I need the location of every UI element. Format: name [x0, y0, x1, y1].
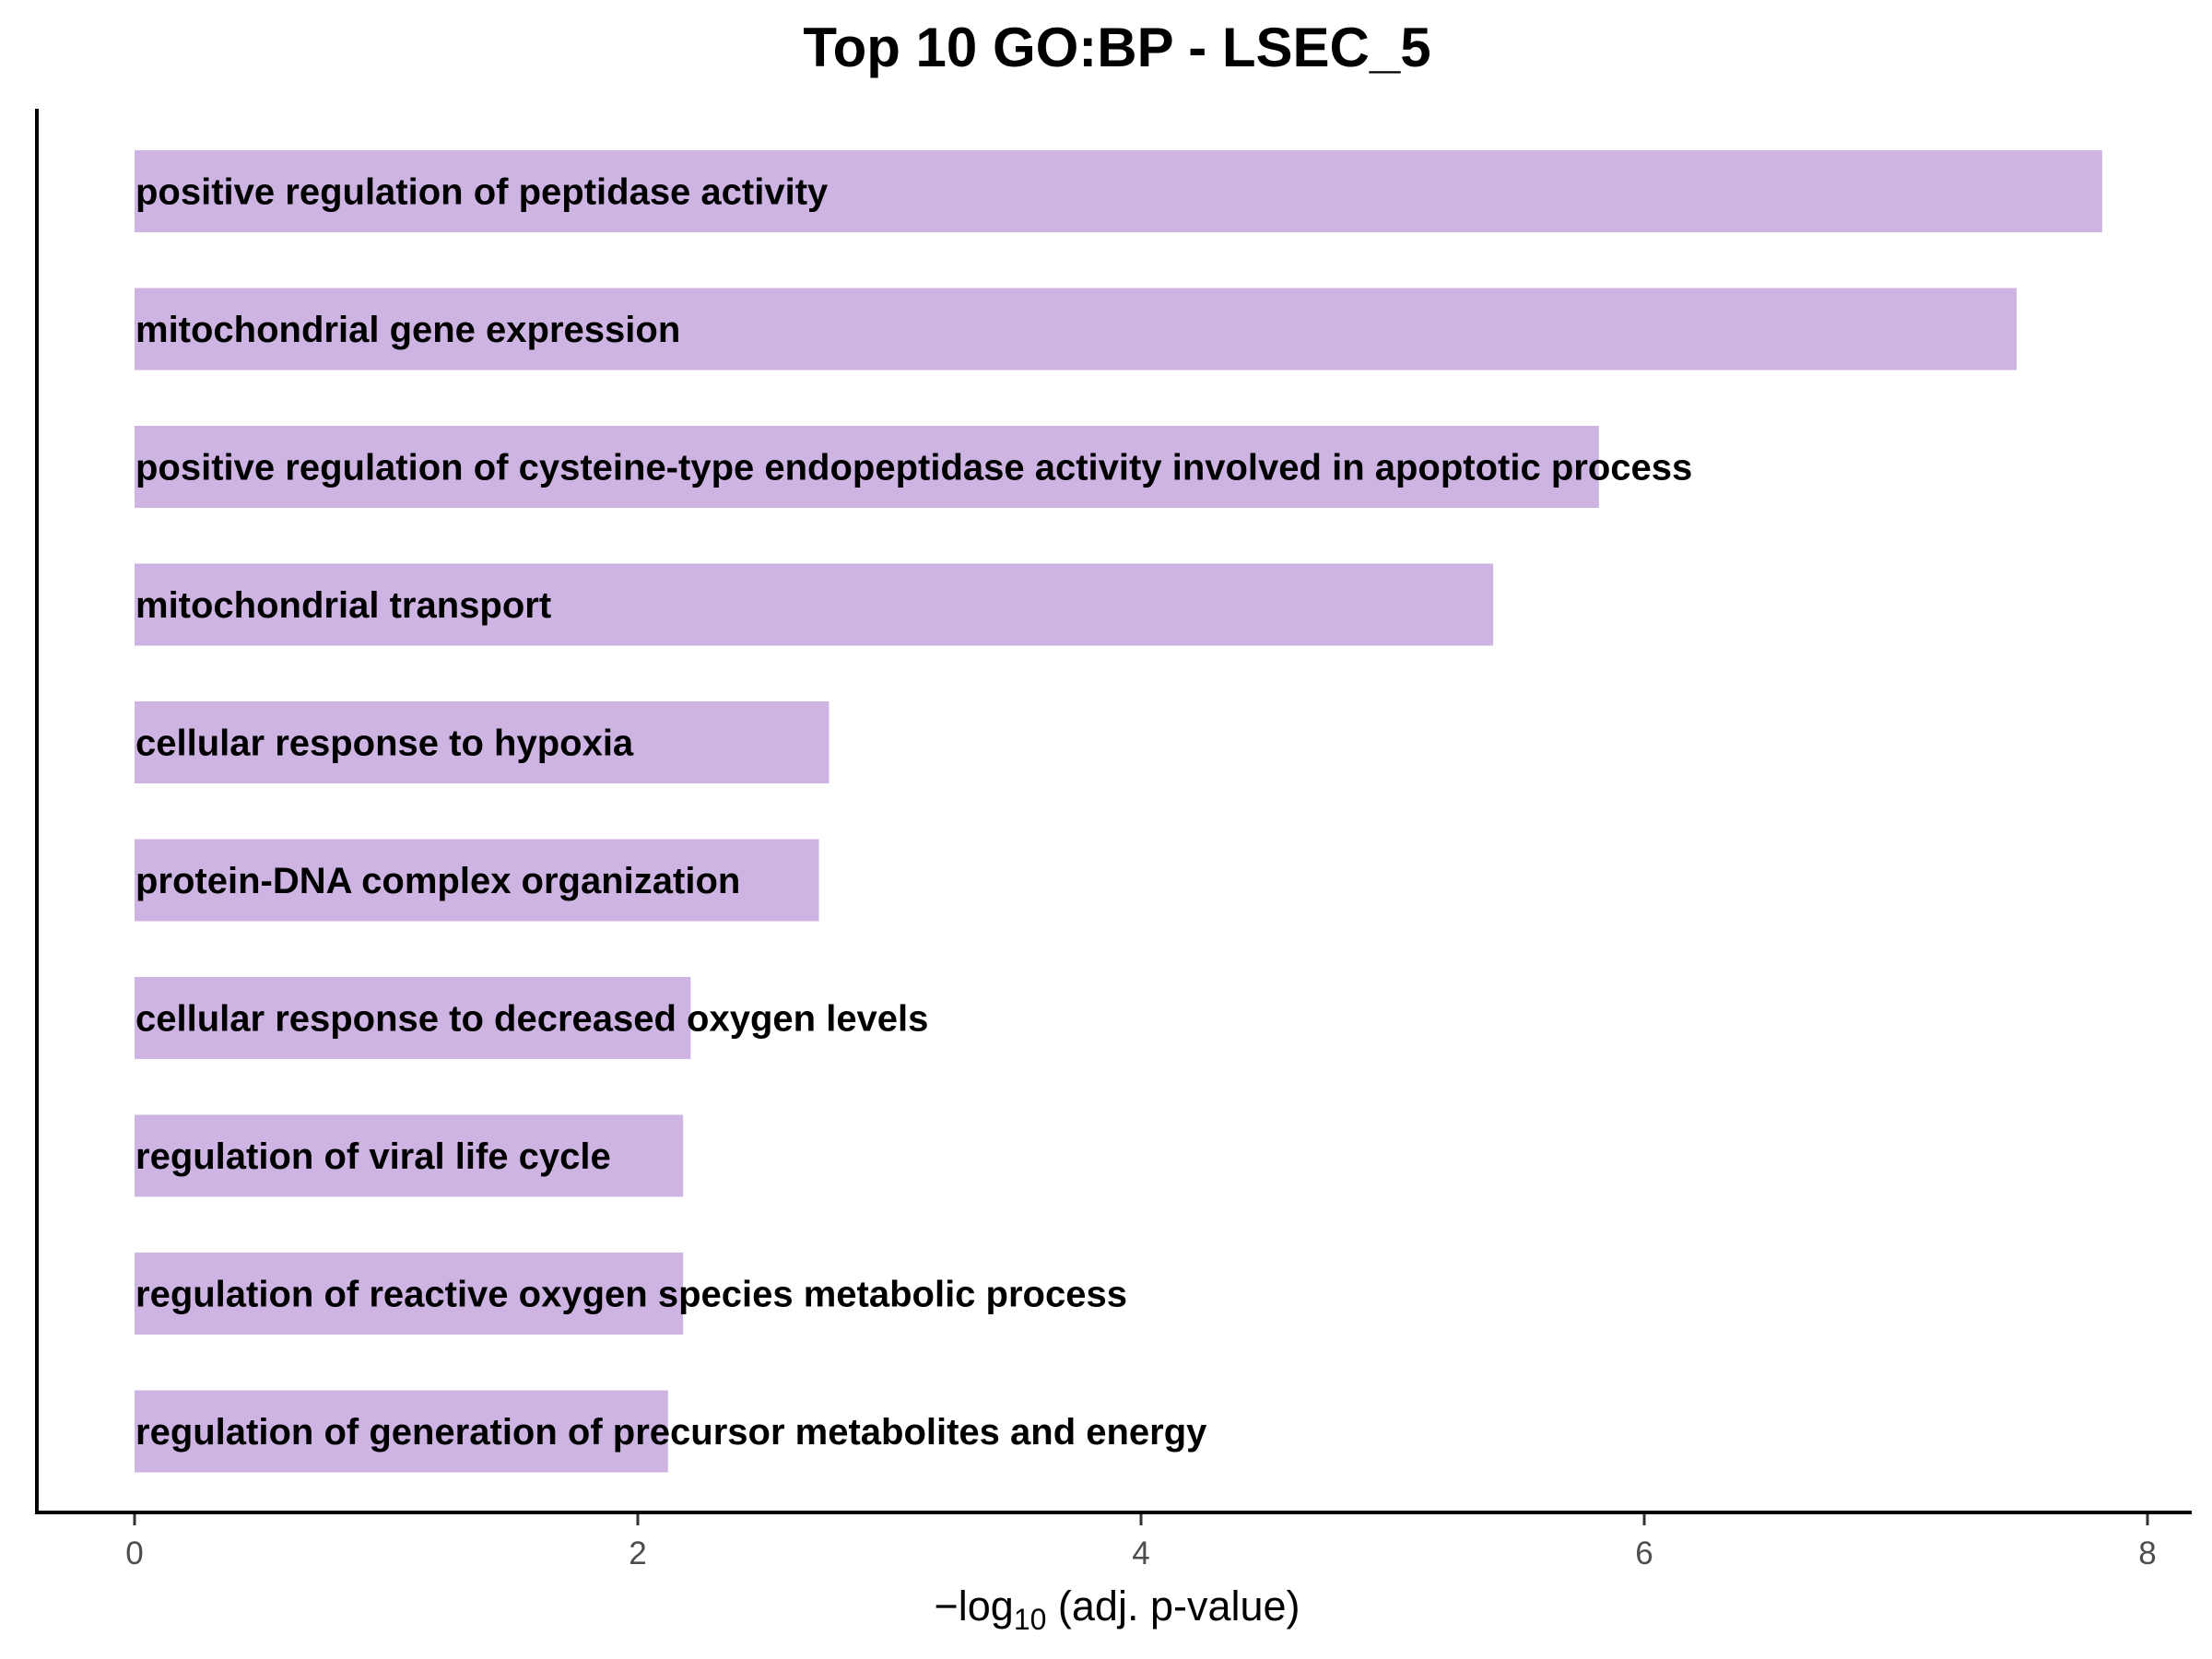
x-tick-label: 4 [1132, 1535, 1149, 1571]
x-axis-label-subscript: 10 [1014, 1603, 1047, 1636]
bar-label: positive regulation of cysteine-type end… [135, 448, 1692, 488]
bar-labels-layer: positive regulation of peptidase activit… [135, 172, 1692, 1453]
bar-label: regulation of generation of precursor me… [135, 1412, 1207, 1453]
chart-title: Top 10 GO:BP - LSEC_5 [803, 17, 1430, 78]
bar [135, 150, 2102, 232]
x-axis-label-suffix: (adj. p-value) [1046, 1583, 1300, 1630]
bar [135, 563, 1494, 646]
bar-label: protein-DNA complex organization [135, 861, 740, 901]
x-tick-label: 2 [629, 1535, 646, 1571]
bar-label: cellular response to decreased oxygen le… [135, 999, 928, 1040]
bar-label: positive regulation of peptidase activit… [135, 172, 829, 213]
x-tick-label: 6 [1635, 1535, 1653, 1571]
bar-label: regulation of viral life cycle [135, 1136, 611, 1177]
bar [135, 977, 691, 1059]
x-axis-label-prefix: −log [934, 1583, 1013, 1630]
bar [135, 1253, 684, 1335]
bar [135, 1114, 684, 1197]
x-tick-label: 0 [125, 1535, 143, 1571]
bars-layer [135, 150, 2102, 1473]
bar [135, 701, 830, 783]
x-ticks-layer: 0 2 4 6 8 [125, 1514, 2157, 1571]
bar-label: mitochondrial transport [135, 585, 551, 626]
bar [135, 288, 2018, 371]
bar [135, 1390, 668, 1473]
x-axis-label: −log10 (adj. p-value) [934, 1583, 1300, 1636]
bar-label: cellular response to hypoxia [135, 724, 634, 764]
bar [135, 426, 1599, 508]
bar-label: regulation of reactive oxygen species me… [135, 1275, 1127, 1315]
x-tick-label: 8 [2138, 1535, 2156, 1571]
bar [135, 839, 819, 922]
bar-label: mitochondrial gene expression [135, 310, 680, 350]
